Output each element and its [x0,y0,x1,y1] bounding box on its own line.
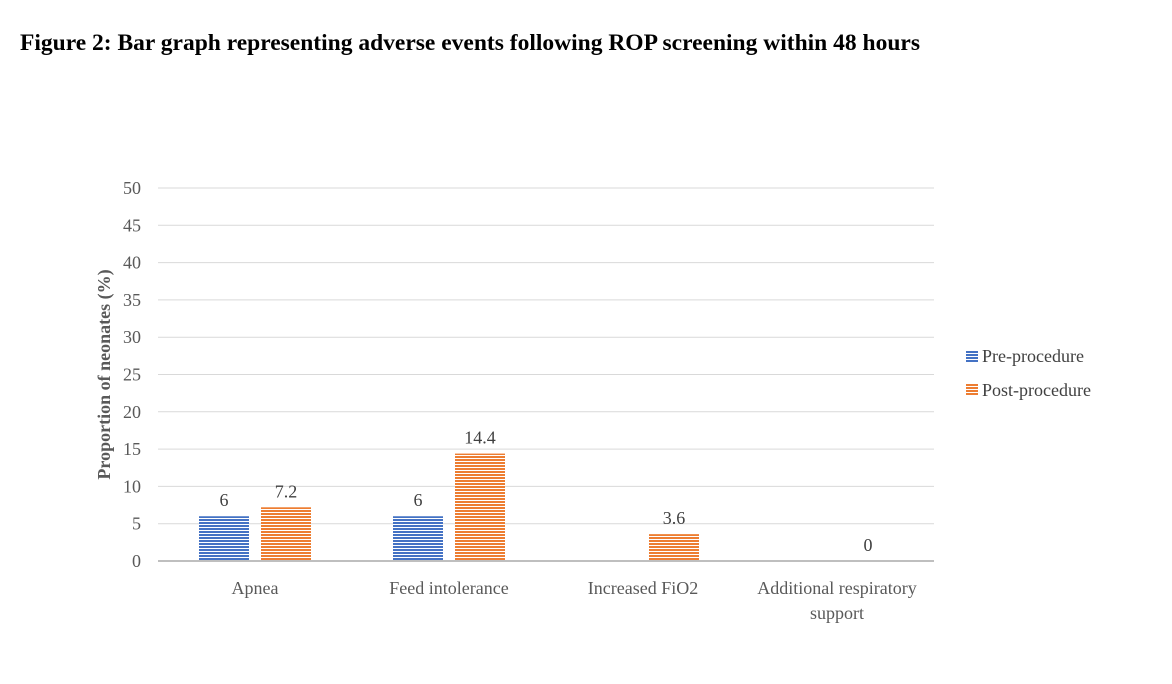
data-label: 0 [864,535,873,555]
y-tick-label: 45 [123,215,141,235]
data-label: 6 [414,490,423,510]
legend-swatch [966,384,978,396]
y-tick-label: 25 [123,365,141,385]
bar [199,516,249,561]
y-tick-label: 30 [123,327,141,347]
category-label: Additional respiratory [757,578,916,598]
bar [649,534,699,561]
bar [261,507,311,561]
legend-label: Pre-procedure [982,346,1084,366]
figure-title: Figure 2: Bar graph representing adverse… [20,30,920,56]
y-tick-label: 20 [123,402,141,422]
category-label: Increased FiO2 [588,578,698,598]
bar [455,453,505,561]
y-tick-label: 10 [123,476,141,496]
y-tick-label: 5 [132,514,141,534]
y-tick-label: 40 [123,253,141,273]
category-label: Apnea [232,578,279,598]
data-label: 6 [220,490,229,510]
data-label: 14.4 [464,428,496,448]
category-label: Feed intolerance [389,578,508,598]
category-label: support [810,603,864,623]
y-tick-label: 0 [132,551,141,571]
legend-label: Post-procedure [982,380,1091,400]
data-label: 7.2 [275,481,298,501]
data-label: 3.6 [663,508,686,528]
y-tick-label: 15 [123,439,141,459]
legend-swatch [966,350,978,362]
bar [393,516,443,561]
y-axis-title: Proportion of neonates (%) [94,269,115,479]
y-tick-label: 35 [123,290,141,310]
y-tick-label: 50 [123,178,141,198]
